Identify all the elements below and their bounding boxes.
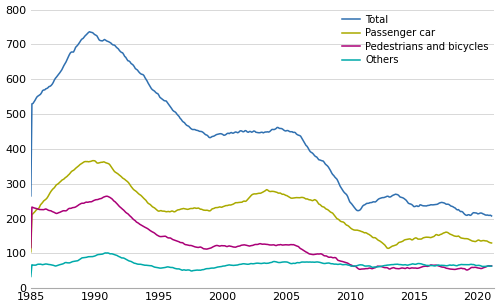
Others	[296, 261, 302, 265]
Others	[488, 264, 494, 268]
Passenger car	[296, 196, 302, 200]
Others	[102, 251, 108, 255]
Others	[138, 262, 143, 266]
Passenger car	[50, 187, 56, 190]
Total	[296, 134, 302, 137]
Total	[399, 196, 405, 199]
Passenger car	[28, 250, 34, 254]
Passenger car	[138, 193, 143, 197]
Pedestrians and bicycles	[70, 206, 75, 209]
Total	[70, 50, 75, 54]
Pedestrians and bicycles	[138, 223, 143, 227]
Line: Passenger car: Passenger car	[31, 161, 492, 252]
Pedestrians and bicycles	[301, 249, 307, 252]
Others	[50, 263, 56, 267]
Pedestrians and bicycles	[399, 266, 405, 270]
Pedestrians and bicycles	[28, 246, 34, 249]
Others	[399, 263, 405, 267]
Line: Total: Total	[31, 32, 492, 216]
Passenger car	[399, 240, 405, 243]
Others	[70, 260, 75, 264]
Pedestrians and bicycles	[464, 268, 470, 272]
Total	[488, 214, 494, 218]
Passenger car	[301, 196, 307, 200]
Total	[138, 72, 143, 76]
Line: Others: Others	[31, 253, 492, 277]
Line: Pedestrians and bicycles: Pedestrians and bicycles	[31, 196, 492, 270]
Passenger car	[488, 241, 494, 245]
Total	[86, 30, 92, 34]
Total	[50, 81, 56, 84]
Legend: Total, Passenger car, Pedestrians and bicycles, Others: Total, Passenger car, Pedestrians and bi…	[342, 14, 488, 65]
Pedestrians and bicycles	[296, 246, 302, 250]
Total	[301, 140, 307, 143]
Others	[28, 275, 34, 278]
Passenger car	[70, 169, 75, 173]
Pedestrians and bicycles	[50, 210, 56, 214]
Others	[301, 260, 307, 264]
Total	[28, 194, 34, 198]
Pedestrians and bicycles	[488, 264, 494, 268]
Pedestrians and bicycles	[104, 194, 110, 198]
Passenger car	[90, 159, 96, 163]
